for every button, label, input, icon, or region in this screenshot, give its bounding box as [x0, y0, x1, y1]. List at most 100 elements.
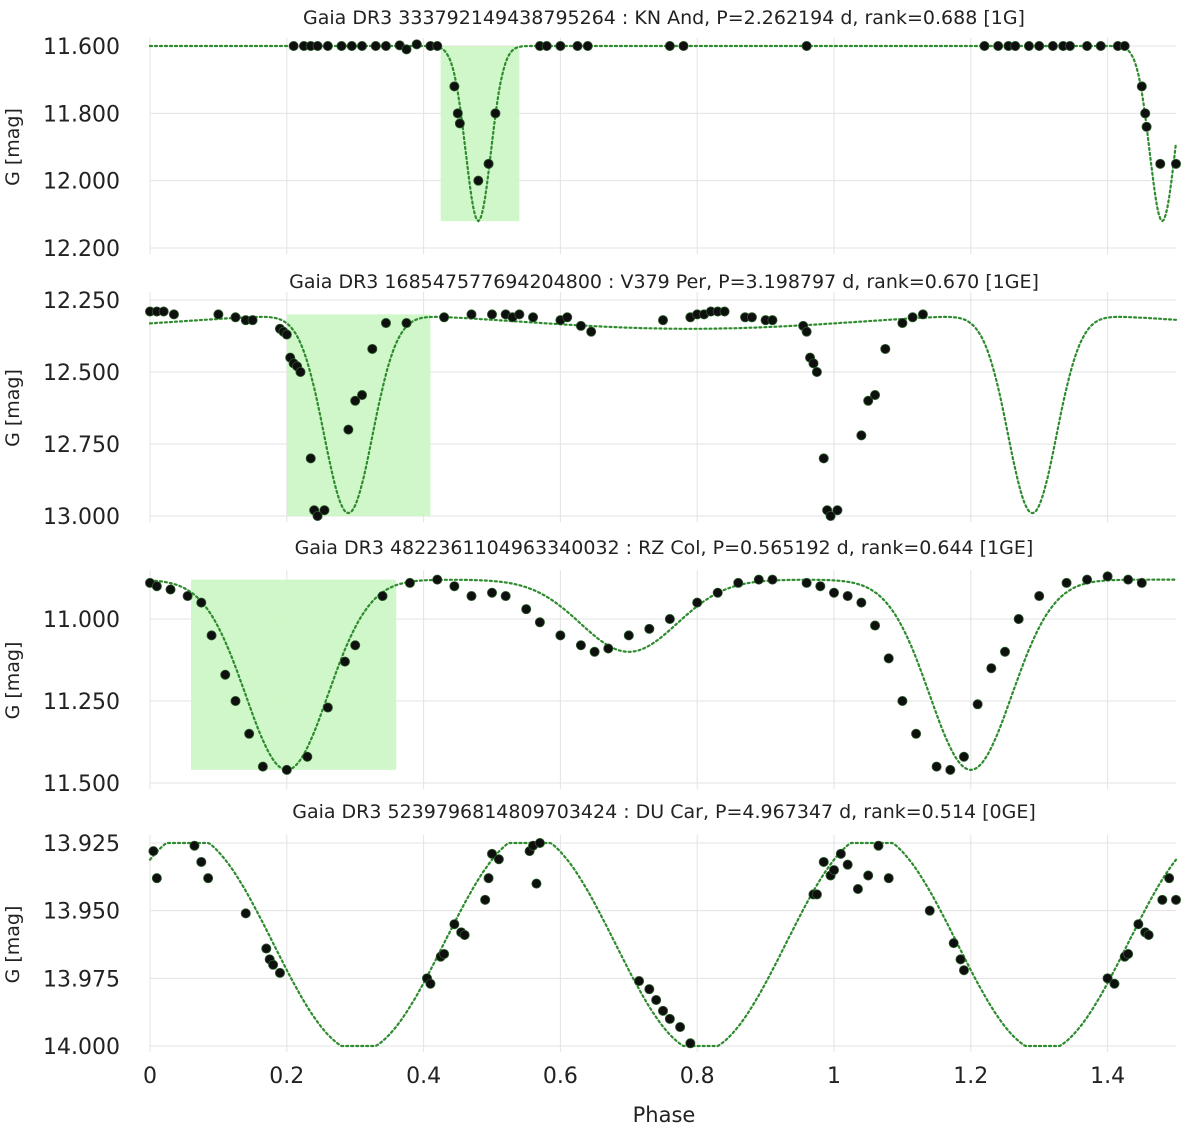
panel-2-point-51: [811, 366, 822, 377]
panel-3-ylabel: G [mag]: [2, 642, 24, 720]
panel-4-point-23: [531, 878, 542, 889]
panel-2-point-30: [514, 309, 525, 320]
panel-4-point-0: [148, 846, 159, 857]
panel-2-model-curve: [148, 315, 1178, 515]
panel-2-point-58: [870, 390, 881, 401]
panel-2-point-42: [719, 306, 730, 317]
panel-3-point-30: [664, 614, 675, 625]
panel-2-point-27: [486, 309, 497, 320]
panel-4-point-1: [151, 873, 162, 884]
panel-4-point-55: [1164, 873, 1175, 884]
panel-4-point-41: [873, 840, 884, 851]
panel-4-point-43: [924, 905, 935, 916]
panel-2-ylabel: G [mag]: [2, 369, 24, 447]
x-tick-6: 1.2: [953, 1064, 988, 1089]
panel-1-ylabel: G [mag]: [2, 108, 24, 186]
panel-4-point-17: [480, 894, 491, 905]
panel-2-point-46: [767, 315, 778, 326]
panel-1-point-44: [1141, 121, 1152, 132]
panel-2-point-55: [832, 505, 843, 516]
panel-3-point-45: [931, 761, 942, 772]
panel-1-point-24: [572, 41, 583, 52]
panel-1-point-37: [1064, 41, 1075, 52]
panel-1-point-20: [490, 108, 501, 119]
panel-2-point-26: [466, 309, 477, 320]
panel-2-point-5: [230, 312, 241, 323]
panel-2-ytick-1: 12.500: [43, 361, 120, 386]
panel-4-point-44: [948, 938, 959, 949]
panel-2-point-4: [213, 309, 224, 320]
panel-3-point-27: [603, 643, 614, 654]
panel-4-point-53: [1143, 930, 1154, 941]
panel-3-point-51: [1013, 614, 1024, 625]
panel-3-point-33: [733, 577, 744, 588]
panel-3-point-8: [244, 728, 255, 739]
panel-3-model-curve: [148, 578, 1178, 772]
panel-3-point-28: [623, 630, 634, 641]
panel-1-point-11: [401, 44, 412, 55]
panel-2-point-22: [367, 343, 378, 354]
panel-2-point-3: [168, 309, 179, 320]
panel-3-point-52: [1034, 591, 1045, 602]
panel-3-point-1: [151, 581, 162, 592]
panel-1-highlight-band: [440, 46, 520, 222]
panel-2-point-57: [863, 395, 874, 406]
panel-1-point-9: [380, 41, 391, 52]
panel-3-point-37: [815, 581, 826, 592]
panel-4-point-38: [842, 859, 853, 870]
panel-2-point-52: [818, 453, 829, 464]
panel-4-point-8: [268, 959, 279, 970]
panel-3-point-3: [182, 591, 193, 602]
panel-3-point-40: [856, 597, 867, 608]
panel-4-point-45: [955, 954, 966, 965]
panel-1-point-16: [452, 108, 463, 119]
x-tick-2: 0.4: [406, 1064, 441, 1089]
panel-1-point-0: [288, 41, 299, 52]
panel-3-point-21: [500, 591, 511, 602]
panel-4-point-56: [1171, 894, 1182, 905]
panel-4-point-16: [459, 930, 470, 941]
panel-1-point-43: [1140, 108, 1151, 119]
panel-3-point-5: [206, 630, 217, 641]
panel-3-point-11: [302, 751, 313, 762]
panel-1-point-19: [483, 158, 494, 169]
panel-1-point-6: [346, 41, 357, 52]
panel-3-point-15: [377, 591, 388, 602]
panel-1-point-39: [1095, 41, 1106, 52]
panel-3-point-38: [829, 587, 840, 598]
panel-1-point-15: [449, 81, 460, 92]
panel-3-point-48: [972, 699, 983, 710]
panel-3-point-32: [712, 587, 723, 598]
panel-4-ytick-0: 13.925: [43, 832, 120, 857]
panel-3-ytick-0: 11.000: [43, 608, 120, 633]
panel-2-point-36: [658, 315, 669, 326]
panel-4-point-37: [835, 848, 846, 859]
panel-2-point-7: [247, 315, 258, 326]
panel-1-point-12: [411, 39, 422, 50]
x-axis-label: Phase: [633, 1103, 696, 1127]
panel-1-title: Gaia DR3 333792149438795264 : KN And, P=…: [303, 7, 1025, 29]
panel-1-point-34: [1034, 41, 1045, 52]
panel-3-point-9: [257, 761, 268, 772]
panel-4-point-46: [958, 965, 969, 976]
panel-3-ytick-1: 11.250: [43, 690, 120, 715]
panel-1-point-4: [322, 41, 333, 52]
panel-4-point-29: [664, 1013, 675, 1024]
panel-4-point-26: [644, 984, 655, 995]
panel-3-point-24: [555, 630, 566, 641]
panel-3-point-42: [883, 653, 894, 664]
panel-3-point-6: [220, 669, 231, 680]
panel-2-title: Gaia DR3 168547577694204800 : V379 Per, …: [289, 271, 1039, 293]
panel-3-point-29: [644, 623, 655, 634]
panel-2-point-50: [808, 358, 819, 369]
panel-2-point-33: [562, 312, 573, 323]
panel-4-point-39: [852, 884, 863, 895]
panel-4-point-47: [1102, 973, 1113, 984]
panel-1-point-7: [357, 41, 368, 52]
panel-4-ytick-2: 13.975: [43, 967, 120, 992]
panel-1-point-38: [1082, 41, 1093, 52]
panel-4-point-2: [189, 840, 200, 851]
panel-2-point-19: [343, 424, 354, 435]
panel-3-point-4: [196, 597, 207, 608]
panel-4-model-curve: [148, 841, 1178, 1048]
